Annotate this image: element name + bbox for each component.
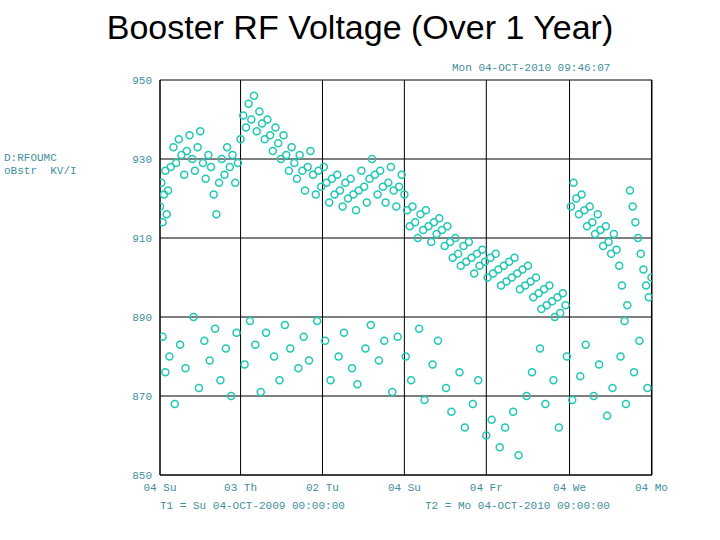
html-text:T1 = Su 04-OCT-2009 00:00:00: T1 = Su 04-OCT-2009 00:00:00 [160,500,345,512]
svg-text:03 Th: 03 Th [224,482,257,494]
svg-text:04 Su: 04 Su [388,482,421,494]
html-text:oBstr KV/I: oBstr KV/I [4,165,77,177]
svg-text:930: 930 [132,154,152,166]
svg-text:870: 870 [132,391,152,403]
svg-text:04 Mo: 04 Mo [635,482,668,494]
svg-text:04 Su: 04 Su [143,482,176,494]
svg-text:04 We: 04 We [553,482,586,494]
svg-text:890: 890 [132,312,152,324]
html-text:Booster RF Voltage (Over 1 Yea: Booster RF Voltage (Over 1 Year) [106,8,614,46]
html-text:Mon 04-OCT-2010 09:46:07: Mon 04-OCT-2010 09:46:07 [452,62,611,74]
html-text:T2 = Mo 04-OCT-2010 09:00:00: T2 = Mo 04-OCT-2010 09:00:00 [425,500,610,512]
svg-text:02 Tu: 02 Tu [306,482,339,494]
svg-text:04 Fr: 04 Fr [470,482,503,494]
svg-text:910: 910 [132,233,152,245]
svg-text:950: 950 [132,75,152,87]
html-text:D:RFOUMC: D:RFOUMC [4,152,57,164]
svg-text:850: 850 [132,470,152,482]
